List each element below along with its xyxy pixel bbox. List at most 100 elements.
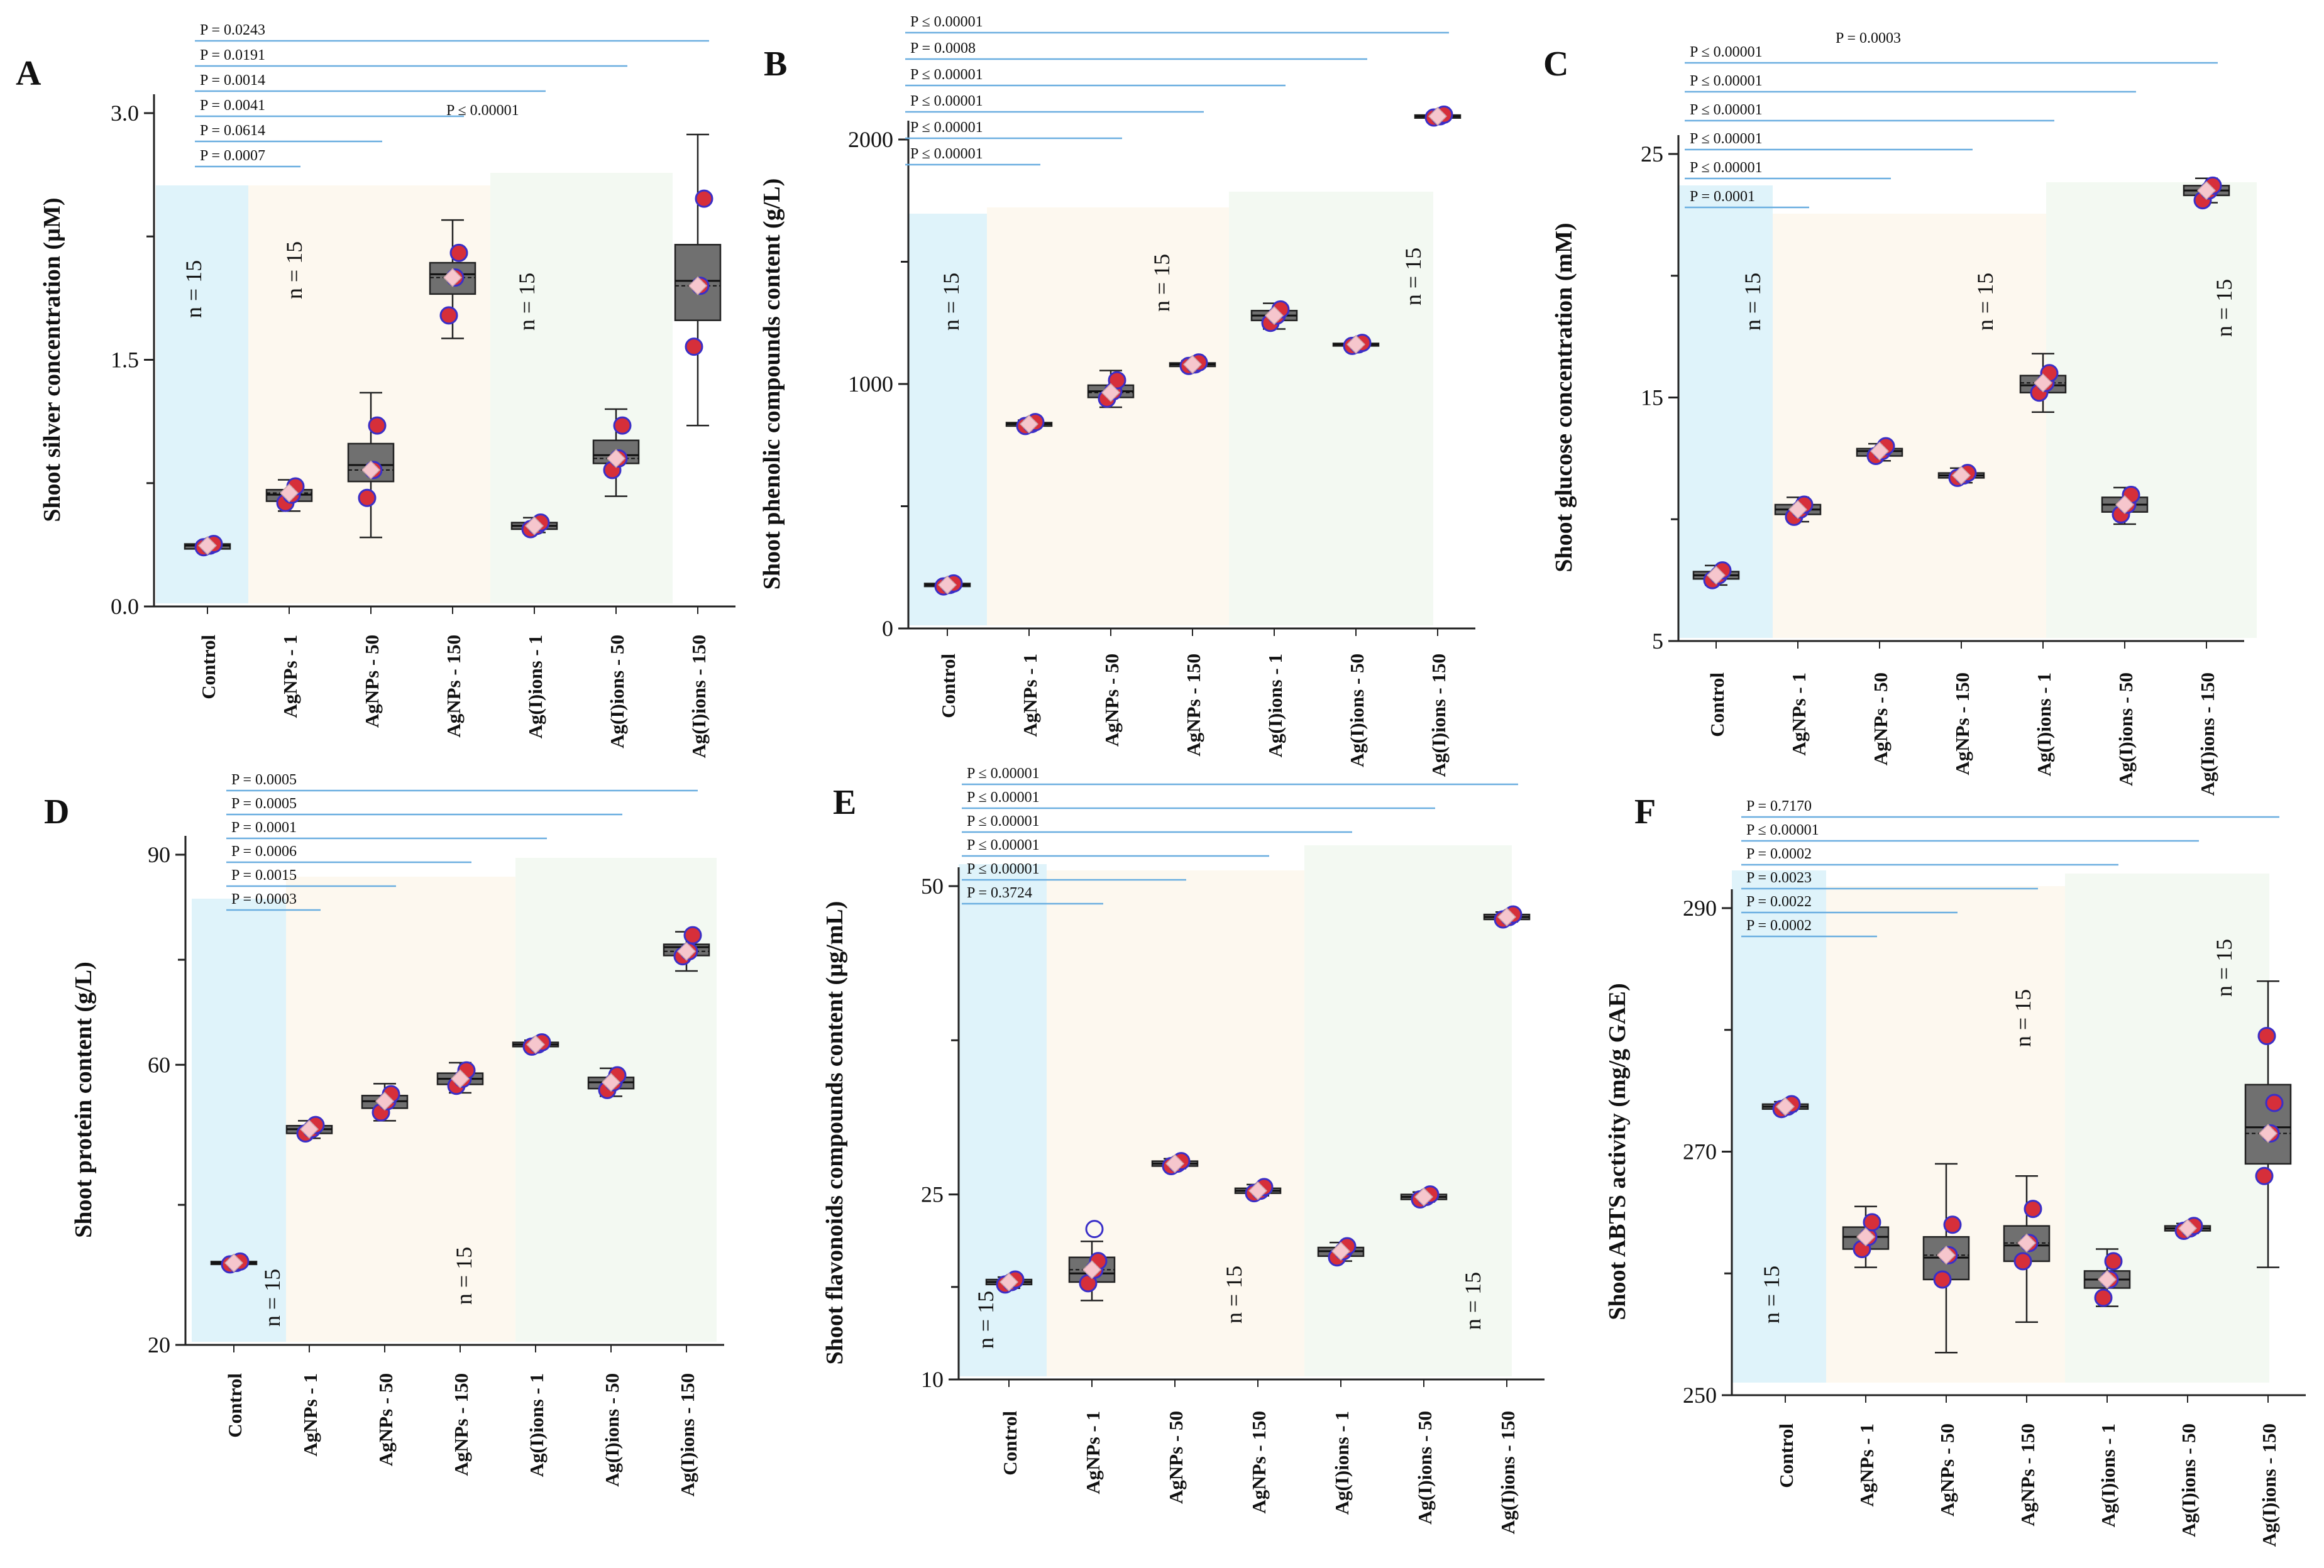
n-label: n = 15 bbox=[1460, 1272, 1485, 1330]
box-6 bbox=[587, 1066, 635, 1099]
mean-marker bbox=[2115, 495, 2135, 515]
category-label: AgNPs - 50 bbox=[361, 635, 383, 728]
n-label: n = 15 bbox=[1973, 273, 1998, 331]
box-4 bbox=[436, 1061, 484, 1095]
box-4 bbox=[1234, 1178, 1282, 1203]
box-4 bbox=[1169, 353, 1216, 375]
panel-letter: E bbox=[833, 783, 856, 822]
group-region-3 bbox=[1229, 192, 1433, 625]
n-label: n = 15 bbox=[282, 241, 307, 299]
mean-marker bbox=[1165, 1154, 1185, 1173]
category-label: AgNPs - 1 bbox=[1856, 1423, 1878, 1507]
p-value-label: P = 0.3724 bbox=[967, 885, 1032, 901]
mean-marker bbox=[1951, 466, 1971, 485]
panel-E: E Shoot flavonoids compounds content (µg/… bbox=[822, 765, 1545, 1534]
p-value-label: P ≤ 0.00001 bbox=[967, 765, 1040, 782]
category-label: AgNPs - 150 bbox=[1951, 672, 1973, 776]
p-value-label: P ≤ 0.00001 bbox=[1746, 822, 1819, 838]
y-tick-label: 25 bbox=[921, 1182, 944, 1207]
p-value-extra-label: P = 0.0003 bbox=[1836, 30, 1901, 47]
y-tick-label: 1000 bbox=[848, 371, 893, 397]
p-value-label: P ≤ 0.00001 bbox=[910, 119, 983, 136]
category-label: AgNPs - 50 bbox=[1936, 1423, 1958, 1516]
data-point bbox=[2255, 1166, 2274, 1185]
box-1 bbox=[1761, 1095, 1809, 1119]
mean-marker bbox=[601, 1073, 621, 1092]
p-value-label: P = 0.0614 bbox=[200, 123, 265, 139]
category-label: Ag(I)ions - 1 bbox=[2097, 1423, 2119, 1527]
group-region-2 bbox=[987, 207, 1229, 625]
panel-letter: C bbox=[1543, 45, 1568, 84]
box-2 bbox=[1005, 413, 1053, 436]
group-region-3 bbox=[1304, 845, 1512, 1376]
mean-marker bbox=[1788, 500, 1808, 519]
box-6 bbox=[592, 408, 640, 497]
category-label: Ag(I)ions - 50 bbox=[2115, 672, 2137, 786]
y-tick-label: 0 bbox=[882, 616, 893, 641]
category-label: Control bbox=[224, 1373, 246, 1438]
y-tick-label: 15 bbox=[1641, 385, 1663, 410]
category-label: Ag(I)ions - 50 bbox=[2178, 1423, 2200, 1537]
p-value-label: P ≤ 0.00001 bbox=[967, 813, 1040, 830]
mean-marker bbox=[299, 1119, 319, 1139]
category-label: Control bbox=[1775, 1423, 1797, 1488]
box-7 bbox=[1483, 905, 1531, 929]
p-value-label: P = 0.0006 bbox=[231, 843, 297, 860]
p-value-label: P = 0.0001 bbox=[1690, 189, 1755, 205]
category-label: AgNPs - 50 bbox=[1165, 1411, 1187, 1504]
y-tick-label: 0.0 bbox=[111, 594, 139, 619]
p-value-label: P = 0.0005 bbox=[231, 772, 297, 788]
category-label: Ag(I)ions - 50 bbox=[601, 1373, 623, 1487]
mean-marker bbox=[1248, 1181, 1268, 1200]
mean-marker bbox=[375, 1092, 395, 1111]
n-label: n = 15 bbox=[1149, 254, 1174, 312]
mean-marker bbox=[1775, 1097, 1795, 1116]
mean-marker bbox=[688, 276, 708, 295]
y-axis-title: Shoot flavonoids compounds content (µg/m… bbox=[822, 901, 848, 1365]
y-axis-title: Shoot phenolic compounds content (g/L) bbox=[759, 178, 785, 590]
category-label: Ag(I)ions - 50 bbox=[1346, 654, 1368, 767]
mean-marker bbox=[526, 1034, 546, 1055]
data-point bbox=[358, 488, 377, 507]
box-2 bbox=[1068, 1220, 1116, 1302]
group-region-2 bbox=[286, 877, 515, 1342]
group-region-3 bbox=[2046, 182, 2257, 638]
data-point bbox=[2024, 1200, 2042, 1219]
group-region-1 bbox=[908, 214, 987, 625]
category-label: Ag(I)ions - 1 bbox=[524, 635, 546, 738]
mean-marker bbox=[2258, 1124, 2278, 1143]
box-1 bbox=[1692, 561, 1740, 589]
mean-marker bbox=[1082, 1260, 1102, 1280]
mean-marker bbox=[2033, 373, 2053, 393]
p-value-extra-label: P ≤ 0.00001 bbox=[446, 102, 519, 119]
mean-marker bbox=[1414, 1187, 1434, 1207]
panel-letter: A bbox=[16, 54, 41, 93]
data-point bbox=[683, 926, 702, 945]
y-tick-label: 10 bbox=[921, 1367, 944, 1392]
n-label: n = 15 bbox=[451, 1247, 476, 1305]
n-label: n = 15 bbox=[1221, 1266, 1247, 1324]
panel-A: A Shoot silver concentration (µM) 0.0 1.5 3.… bbox=[16, 22, 735, 758]
y-axis-title: Shoot protein content (g/L) bbox=[70, 962, 97, 1237]
category-label: AgNPs - 1 bbox=[299, 1373, 321, 1457]
mean-marker bbox=[1182, 354, 1203, 374]
p-value-label: P ≤ 0.00001 bbox=[1690, 131, 1763, 147]
mean-marker bbox=[1870, 441, 1890, 461]
y-tick-label: 270 bbox=[1683, 1139, 1717, 1165]
box-1 bbox=[184, 535, 231, 557]
box-4 bbox=[429, 219, 476, 339]
mean-marker bbox=[2196, 181, 2217, 200]
y-axis-title: Shoot ABTS activity (mg/g GAE) bbox=[1604, 983, 1631, 1320]
p-value-label: P ≤ 0.00001 bbox=[1690, 102, 1763, 118]
p-value-label: P = 0.0002 bbox=[1746, 846, 1812, 862]
panel-D: D Shoot protein content (g/L) 20 60 90 Contro… bbox=[44, 772, 1489, 1496]
mean-marker bbox=[1428, 106, 1448, 126]
category-label: AgNPs - 150 bbox=[450, 1373, 472, 1476]
group-region-3 bbox=[515, 858, 717, 1342]
y-tick-label: 60 bbox=[148, 1052, 170, 1077]
p-value-label: P ≤ 0.00001 bbox=[967, 861, 1040, 877]
category-label: Control bbox=[1706, 672, 1728, 737]
group-region-1 bbox=[1732, 870, 1826, 1383]
y-tick-label: 290 bbox=[1683, 896, 1717, 921]
